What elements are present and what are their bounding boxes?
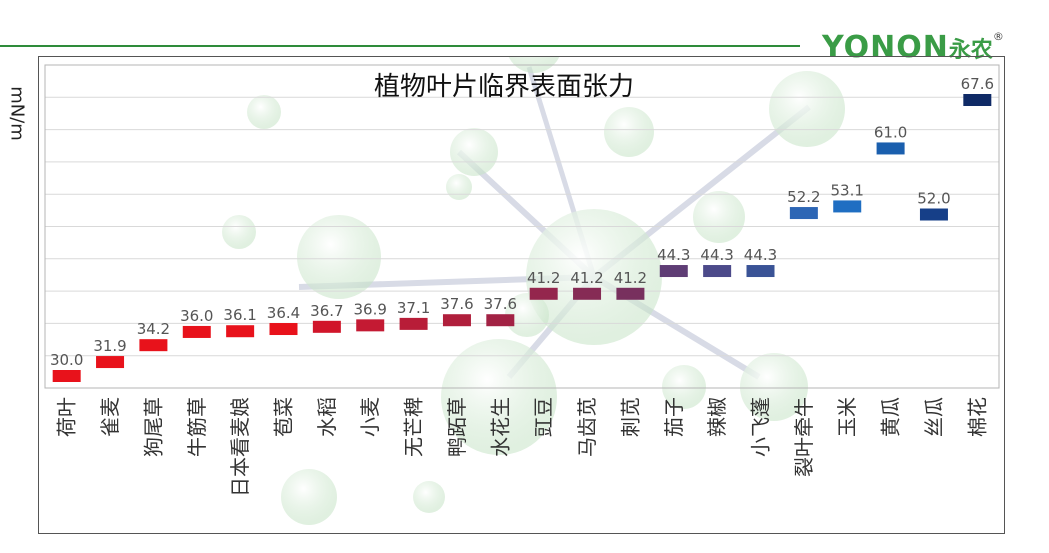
value-label-8: 36.9 (354, 300, 387, 318)
chart-bar-21 (919, 208, 948, 221)
value-label-7: 36.7 (310, 302, 343, 320)
category-label-13: 马齿苋 (575, 397, 599, 457)
chart-bar-8 (356, 319, 385, 332)
chart-bar-6 (269, 323, 298, 336)
value-label-2: 31.9 (93, 337, 126, 355)
category-label-1: 荷叶 (55, 397, 79, 437)
chart-bar-10 (442, 314, 471, 327)
category-label-7: 水稻 (315, 397, 339, 437)
chart-title: 植物叶片临界表面张力 (374, 72, 634, 102)
value-label-3: 34.2 (137, 320, 170, 338)
value-label-18: 52.2 (787, 188, 820, 206)
logo-chinese-text: 永农 (948, 38, 993, 63)
value-label-14: 41.2 (614, 269, 647, 287)
value-label-5: 36.1 (223, 306, 256, 324)
value-label-9: 37.1 (397, 299, 430, 317)
value-label-19: 53.1 (831, 181, 864, 199)
chart-bars (52, 94, 992, 382)
category-label-10: 鸭跖草 (445, 397, 469, 457)
chart-bar-5 (226, 325, 255, 338)
background-molecule-decoration (222, 57, 845, 525)
chart-bar-9 (399, 317, 428, 330)
value-label-20: 61.0 (874, 123, 907, 141)
value-label-22: 67.6 (961, 75, 994, 93)
chart-bar-14 (616, 287, 645, 300)
chart-frame: 植物叶片临界表面张力 30.0 31.9 34.2 36.0 36.1 36.4 36.7 3… (38, 56, 1005, 534)
chart-svg: 植物叶片临界表面张力 30.031.934.236.0 36.1 36.4 36.7 3… (44, 57, 1000, 525)
chart-gridlines (45, 96, 999, 357)
chart-bar-17 (746, 265, 775, 278)
category-label-9: 无芒稗 (402, 397, 426, 457)
chart-bar-3 (139, 339, 168, 352)
value-label-1: 30.0 (50, 351, 83, 369)
category-label-19: 玉米 (835, 397, 859, 437)
value-label-11: 37.6 (484, 295, 517, 313)
value-label-4: 36.0 (180, 307, 213, 325)
value-label-13: 41.2 (570, 269, 603, 287)
chart-category-labels: 荷叶 雀麦 狗尾草 牛筋草 日本看麦娘 苞菜 水稻 小麦 无芒稗 鸭跖草 水花生 豇豆 马齿苋 刺苋 茄子辣… (55, 397, 990, 497)
chart-bar-2 (96, 356, 125, 369)
value-label-12: 41.2 (527, 269, 560, 287)
category-label-12: 豇豆 (532, 397, 556, 437)
category-label-14: 刺苋 (618, 397, 642, 437)
category-label-2: 雀麦 (98, 397, 122, 437)
value-label-15: 44.3 (657, 246, 690, 264)
category-label-11: 水花生 (488, 397, 512, 457)
brand-logo: YONON永农® (822, 30, 1004, 66)
chart-bar-22 (963, 94, 992, 106)
header-divider (0, 45, 800, 47)
chart-bar-18 (789, 207, 818, 220)
category-label-5: 日本看麦娘 (228, 397, 252, 497)
category-label-15: 茄子 (662, 397, 686, 437)
chart-value-labels: 30.0 31.9 34.2 36.0 36.1 36.4 36.7 36.9 37.1 37.6… (50, 75, 994, 369)
value-label-10: 37.6 (440, 295, 473, 313)
category-label-4: 牛筋草 (185, 397, 209, 457)
chart-bar-7 (312, 320, 341, 333)
value-label-17: 44.3 (744, 246, 777, 264)
chart-bar-13 (573, 287, 602, 300)
category-label-6: 苞菜 (272, 397, 296, 437)
y-axis-unit-label: mN/m (2, 78, 32, 148)
value-label-16: 44.3 (700, 246, 733, 264)
chart-bar-4 (182, 325, 211, 338)
category-label-3: 狗尾草 (141, 397, 165, 457)
value-label-6: 36.4 (267, 304, 300, 322)
chart-bar-12 (529, 287, 558, 300)
chart-bar-11 (486, 314, 515, 327)
category-label-20: 黄瓜 (879, 397, 903, 437)
plot-area-border (44, 64, 1000, 389)
category-label-17: 小飞蓬 (749, 397, 773, 457)
chart-bar-1 (52, 370, 81, 382)
category-label-21: 丝瓜 (922, 397, 946, 437)
chart-bar-16 (703, 265, 732, 278)
chart-bar-19 (833, 200, 862, 213)
value-label-21: 52.0 (917, 190, 950, 208)
category-label-16: 辣椒 (705, 397, 729, 437)
category-label-22: 棉花 (965, 397, 989, 437)
y-axis-unit-text: mN/m (6, 86, 28, 141)
category-label-18: 裂叶牵牛 (792, 397, 816, 477)
logo-registered-mark: ® (992, 30, 1004, 43)
category-label-8: 小麦 (358, 397, 382, 437)
logo-brand-text: YONON (822, 30, 949, 65)
chart-bar-20 (876, 142, 905, 155)
chart-bar-15 (659, 265, 688, 278)
